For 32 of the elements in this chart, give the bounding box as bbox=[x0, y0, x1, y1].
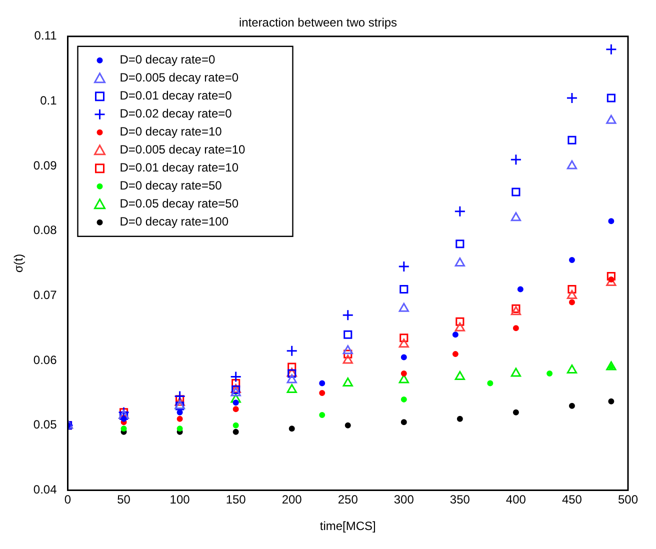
legend-label: D=0 decay rate=10 bbox=[120, 124, 222, 139]
legend-label: D=0.005 decay rate=0 bbox=[120, 70, 239, 85]
x-tick-label: 150 bbox=[226, 492, 246, 507]
legend-label: D=0.01 decay rate=10 bbox=[120, 160, 239, 175]
y-tick-label: 0.09 bbox=[33, 158, 58, 172]
x-tick-label: 300 bbox=[394, 492, 414, 507]
x-tick-label: 400 bbox=[506, 492, 526, 507]
x-tick-label: 0 bbox=[64, 492, 72, 507]
y-tick-label: 0.07 bbox=[33, 288, 58, 302]
y-tick-label: 0.05 bbox=[33, 418, 58, 432]
x-tick-label: 500 bbox=[618, 492, 638, 507]
chart-title: interaction between two strips bbox=[238, 16, 398, 30]
x-tick-label: 100 bbox=[170, 492, 190, 507]
legend-label: D=0.05 decay rate=50 bbox=[120, 196, 239, 211]
y-tick-label: 0.06 bbox=[33, 352, 58, 367]
legend-label: D=0.02 decay rate=0 bbox=[120, 106, 232, 121]
legend-label: D=0 decay rate=0 bbox=[120, 52, 216, 67]
x-tick-label: 250 bbox=[338, 492, 358, 507]
x-tick-label: 200 bbox=[282, 492, 302, 507]
x-axis-title: time[MCS] bbox=[320, 519, 376, 534]
legend-label: D=0 decay rate=50 bbox=[120, 178, 222, 193]
y-tick-label: 0.08 bbox=[33, 223, 58, 238]
legend-label: D=0.01 decay rate=0 bbox=[120, 88, 232, 103]
x-tick-label: 350 bbox=[450, 492, 470, 507]
y-tick-label: 0.04 bbox=[33, 482, 58, 497]
legend-label: D=0 decay rate=100 bbox=[120, 214, 229, 229]
y-tick-label: 0.1 bbox=[40, 94, 58, 108]
x-tick-label: 50 bbox=[117, 492, 131, 507]
y-axis-title: σ(t) bbox=[12, 254, 26, 273]
x-tick-label: 450 bbox=[562, 492, 582, 507]
y-tick-label: 0.11 bbox=[34, 28, 58, 43]
legend-label: D=0.005 decay rate=10 bbox=[120, 142, 246, 157]
